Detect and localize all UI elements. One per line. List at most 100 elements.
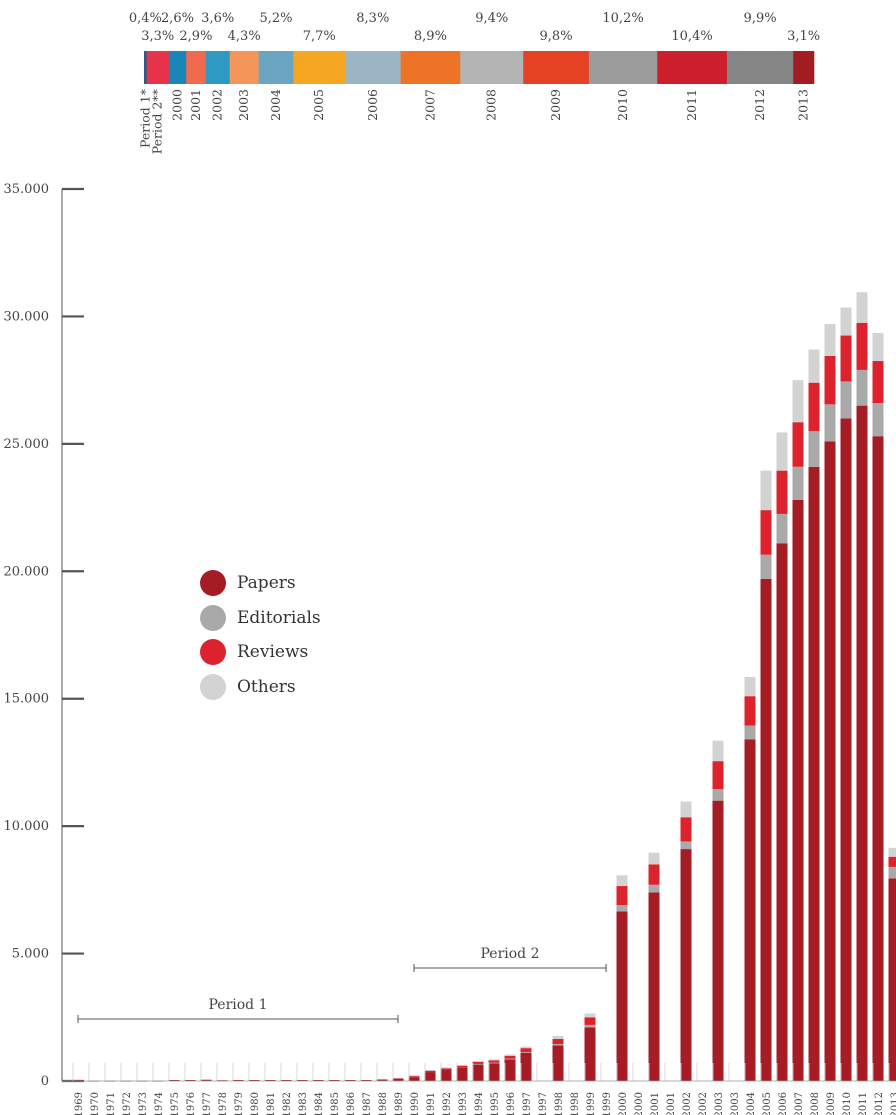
bar-segment [744, 677, 756, 697]
share-category-label: Period 1* [137, 88, 152, 148]
legend-item-others: Others [200, 670, 321, 705]
bar-segment [872, 436, 884, 1081]
legend-swatch-editorials [200, 604, 226, 631]
bar-segment [760, 510, 772, 555]
bar-segment [824, 441, 836, 1081]
share-label: 3,1% [787, 29, 820, 44]
x-tick-label: 2001 [650, 1092, 661, 1115]
bar-segment [680, 841, 692, 850]
legend-swatch-others [200, 673, 226, 700]
bar-segment [760, 470, 772, 511]
share-category-label: 2001 [188, 89, 203, 121]
x-tick-label: 1994 [474, 1092, 485, 1115]
x-tick-label: 1992 [442, 1092, 453, 1115]
x-tick-label: 2013 [890, 1092, 896, 1115]
x-tick-label: 1997 [522, 1092, 533, 1115]
share-category-label: 2003 [236, 89, 251, 121]
chart-legend: Papers Editorials Reviews Others [200, 566, 321, 704]
x-tick-label: 2010 [842, 1092, 853, 1115]
bar-segment [552, 1044, 564, 1046]
bar-segment [584, 1024, 596, 1028]
bar-segment [488, 1059, 500, 1061]
bar-segment [888, 847, 896, 857]
bar-segment [808, 382, 820, 432]
x-tick-label: 1987 [362, 1092, 373, 1115]
bar-segment [472, 1064, 484, 1081]
x-tick-label: 1971 [106, 1092, 117, 1115]
bar-segment [776, 432, 788, 471]
share-label: 3,3% [141, 29, 174, 44]
bar-segment [520, 1052, 532, 1081]
x-tick-label: 2011 [858, 1092, 869, 1115]
share-label: 3,6% [201, 11, 234, 26]
x-tick-label: 2008 [810, 1092, 821, 1115]
legend-item-reviews: Reviews [200, 635, 321, 670]
bar-segment [408, 1075, 420, 1077]
share-label: 4,3% [228, 29, 261, 44]
y-tick-label: 10.000 [4, 819, 50, 834]
x-tick-label: 1991 [426, 1092, 437, 1115]
bar-segment [488, 1060, 500, 1063]
share-segment [657, 51, 728, 84]
x-tick-label: 2004 [746, 1092, 757, 1115]
bar-segment [456, 1067, 468, 1081]
x-tick-label: 1997 [538, 1092, 549, 1115]
share-category-label: Period 2** [150, 88, 165, 154]
bar-segment [616, 911, 628, 1081]
x-tick-label: 1972 [122, 1092, 133, 1115]
bar-segment [744, 696, 756, 726]
x-tick-label: 1995 [490, 1092, 501, 1115]
bar-segment [744, 739, 756, 1081]
bar-segment [680, 849, 692, 1081]
share-segment [345, 51, 401, 84]
x-tick-label: 2003 [730, 1092, 741, 1115]
x-tick-label: 1977 [202, 1092, 213, 1115]
bar-segment [392, 1078, 404, 1081]
bar-segment [680, 801, 692, 818]
bar-segment [840, 335, 852, 382]
share-label: 9,9% [744, 11, 777, 26]
bar-segment [824, 404, 836, 442]
bar-segment [440, 1068, 452, 1071]
bar-segment [680, 817, 692, 842]
x-tick-label: 1990 [410, 1092, 421, 1115]
share-segment [588, 51, 658, 84]
y-tick-label: 35.000 [4, 182, 50, 197]
bar-segment [776, 543, 788, 1081]
bar-segment [712, 789, 724, 801]
legend-item-papers: Papers [200, 566, 321, 601]
y-tick-label: 20.000 [4, 564, 50, 579]
bar-segment [824, 324, 836, 356]
x-tick-label: 1986 [346, 1092, 357, 1115]
bar-segment [872, 403, 884, 437]
share-segment [258, 51, 294, 84]
share-segment [726, 51, 794, 84]
share-segment [229, 51, 259, 84]
share-segment [146, 51, 170, 84]
x-tick-label: 1978 [218, 1092, 229, 1115]
bar-segment [744, 725, 756, 740]
share-segment [144, 51, 147, 84]
x-tick-label: 1974 [154, 1092, 165, 1115]
bar-segment [424, 1070, 436, 1073]
bar-segment [168, 1079, 180, 1081]
x-tick-label: 2000 [618, 1092, 629, 1115]
bar-segment [792, 466, 804, 500]
bar-segment [824, 355, 836, 405]
x-tick-label: 1984 [314, 1092, 325, 1115]
stacked-bar-chart: 0 5.000 10.000 15.000 20.000 25.000 30.000 35.0… [4, 182, 896, 1115]
bar-segment [616, 905, 628, 912]
x-tick-label: 1969 [74, 1092, 85, 1115]
share-category-label: 2002 [210, 89, 225, 121]
bar-segment [264, 1079, 276, 1081]
x-tick-label: 1985 [330, 1092, 341, 1115]
legend-label: Reviews [237, 642, 309, 663]
y-tick-label: 15.000 [4, 692, 50, 707]
bar-segment [520, 1052, 532, 1054]
share-label: 5,2% [259, 11, 292, 26]
bar-segment [712, 740, 724, 762]
bar-segment [776, 470, 788, 514]
share-category-label: 2010 [615, 89, 630, 121]
x-tick-label: 1979 [234, 1092, 245, 1115]
